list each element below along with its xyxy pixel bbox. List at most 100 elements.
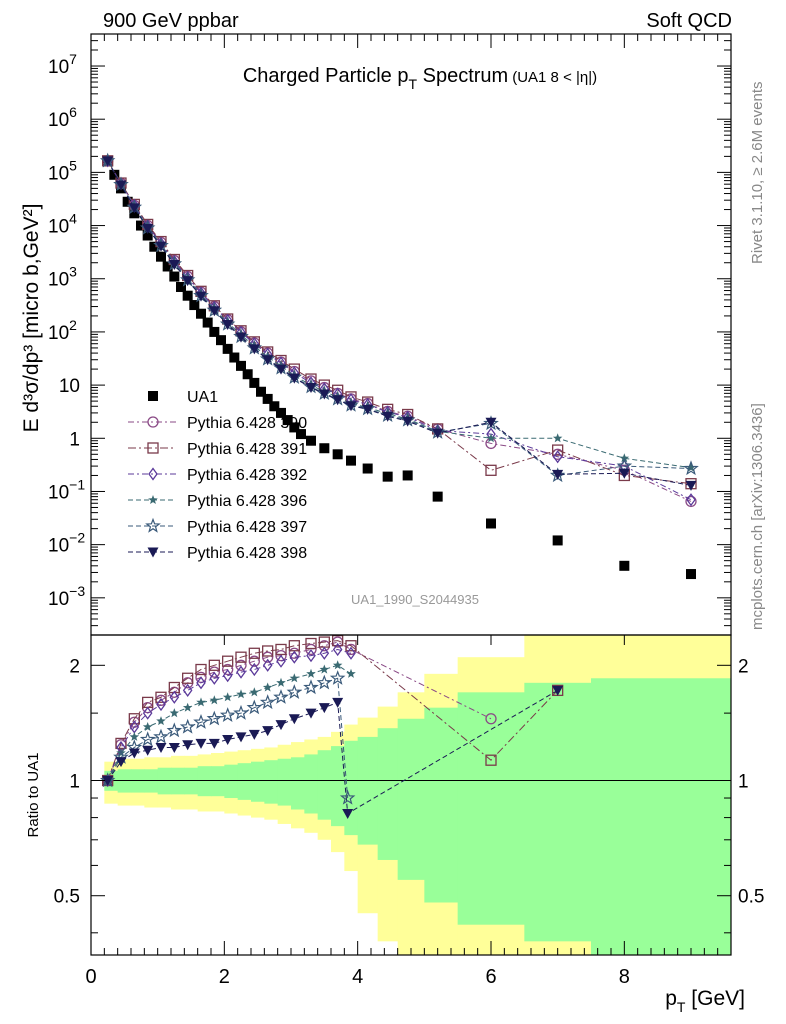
ratio-point-p398 [222, 734, 234, 745]
ratio-point-p392 [182, 683, 193, 697]
data-point-ua1 [282, 415, 293, 426]
ratio-series-p397 [99, 670, 356, 805]
ratio-line-p397 [107, 677, 349, 799]
data-point-ua1 [382, 471, 393, 482]
ratio-point-p398 [332, 697, 344, 708]
ratio-point-p391 [332, 635, 344, 647]
data-point-ua1 [229, 352, 240, 363]
ratio-point-p397 [273, 689, 289, 704]
ratio-point-p398 [142, 745, 154, 756]
ratio-point-p391 [345, 640, 357, 652]
ratio-point-p390 [485, 713, 497, 725]
ratio-point-p392 [346, 646, 356, 660]
x-tick-label: 0 [85, 966, 96, 988]
ratio-point-p398 [128, 748, 140, 759]
ratio-point-p391 [182, 672, 194, 684]
ratio-point-p391 [208, 659, 220, 671]
ratio-point-p398 [305, 708, 317, 719]
data-point-ua1 [142, 230, 153, 241]
data-point-p398 [208, 306, 220, 317]
ratio-series-p391 [102, 635, 564, 787]
ratio-point-p392 [332, 642, 343, 657]
legend-marker-p391 [147, 442, 159, 454]
ratio-point-p398 [195, 738, 207, 749]
data-point-p396 [686, 462, 696, 472]
mcplots-credit-label: mcplots.cern.ch [arXiv:1306.3436] [749, 403, 766, 630]
ratio-point-p397 [206, 710, 223, 726]
data-point-ua1 [619, 560, 630, 571]
legend-entry-p392: Pythia 6.428 392 [128, 467, 307, 484]
x-axis-label: pT [GeV] [665, 987, 745, 1015]
inner-band-bin [184, 767, 199, 795]
chart-title: Charged Particle pT Spectrum (UA1 8 < |η|… [243, 65, 597, 92]
data-point-p398 [362, 404, 374, 415]
ratio-point-p391 [262, 645, 274, 657]
uncertainty-bands [104, 635, 731, 955]
ratio-point-p398 [262, 726, 274, 737]
legend-marker-p390 [147, 416, 159, 428]
ratio-point-p396 [142, 722, 153, 731]
legend-label-p390: Pythia 6.428 390 [187, 415, 307, 432]
data-point-ua1 [236, 360, 246, 371]
data-point-p398 [432, 428, 444, 439]
ratio-point-p396 [129, 731, 140, 741]
ratio-point-p398 [342, 808, 354, 819]
ratio-point-p398 [168, 742, 180, 753]
y-tick-label: 105 [48, 157, 77, 184]
ratio-line-p391 [107, 640, 559, 781]
data-point-p398 [195, 291, 207, 302]
ratio-point-p397 [259, 694, 276, 710]
ratio-point-p391 [222, 655, 234, 667]
inner-band-bin [424, 707, 459, 903]
ratio-point-p396 [306, 668, 316, 678]
data-point-ua1 [402, 470, 413, 481]
ratio-point-p397 [179, 718, 196, 734]
series-line-p396 [107, 160, 692, 469]
ratio-point-p392 [306, 649, 316, 663]
data-point-p398 [685, 480, 697, 491]
ratio-y-axis-label: Ratio to UA1 [25, 752, 42, 837]
legend-label-p396: Pythia 6.428 396 [187, 493, 307, 510]
legend-label-p391: Pythia 6.428 391 [187, 441, 307, 458]
data-point-p398 [142, 224, 154, 235]
ratio-point-p390 [222, 663, 234, 676]
data-point-p398 [288, 373, 300, 384]
data-point-p398 [222, 319, 234, 330]
ratio-point-p390 [208, 666, 220, 678]
inner-band-bin [171, 767, 185, 795]
ratio-point-p391 [485, 754, 497, 766]
ratio-point-p391 [128, 713, 140, 725]
data-point-ua1 [486, 518, 496, 529]
ratio-point-p390 [288, 647, 300, 659]
legend-label-p392: Pythia 6.428 392 [187, 467, 307, 484]
data-point-ua1 [176, 281, 186, 292]
ratio-point-p396 [319, 664, 330, 674]
data-point-ua1 [346, 455, 356, 466]
data-point-p390 [685, 495, 697, 508]
ratio-point-p396 [169, 708, 180, 718]
ratio-point-p391 [248, 647, 260, 659]
data-point-p391 [485, 464, 497, 476]
y-tick-label: 102 [48, 317, 77, 344]
ratio-point-p397 [193, 713, 209, 729]
inner-band-bin [197, 766, 212, 797]
data-point-p398 [102, 156, 114, 167]
ratio-point-p396 [156, 716, 166, 726]
legend-marker-p398 [147, 547, 159, 558]
legend-entry-p398: Pythia 6.428 398 [128, 545, 307, 562]
header-right: Soft QCD [646, 10, 732, 32]
data-point-p398 [155, 241, 167, 252]
data-point-ua1 [149, 241, 160, 252]
data-point-p398 [182, 276, 194, 287]
ratio-point-p398 [102, 776, 114, 787]
x-tick-label: 8 [619, 966, 630, 988]
ratio-point-p398 [235, 732, 247, 743]
ratio-point-p392 [262, 658, 273, 672]
data-point-ua1 [362, 463, 373, 474]
ratio-point-p390 [235, 659, 247, 671]
inner-band-bin [304, 754, 319, 814]
legend-entry-p390: Pythia 6.428 390 [128, 415, 307, 432]
data-point-p398 [318, 389, 330, 400]
legend-marker-p397 [145, 517, 161, 533]
